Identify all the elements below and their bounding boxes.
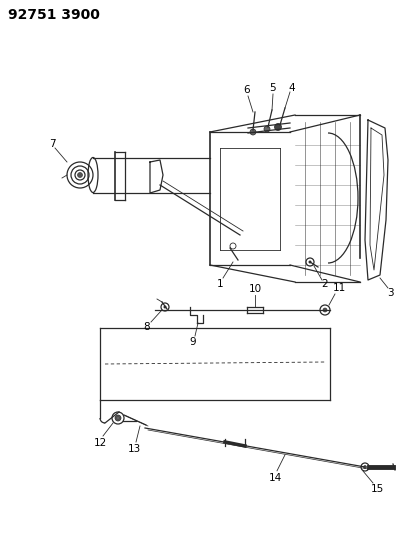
Text: 4: 4: [288, 83, 295, 93]
Circle shape: [363, 465, 366, 469]
Text: 14: 14: [268, 473, 281, 483]
Text: 1: 1: [216, 279, 223, 289]
Text: 9: 9: [189, 337, 196, 347]
Circle shape: [249, 129, 255, 135]
Text: 13: 13: [127, 444, 140, 454]
Text: 7: 7: [49, 139, 55, 149]
Text: 6: 6: [243, 85, 250, 95]
Circle shape: [274, 124, 281, 131]
Circle shape: [77, 173, 82, 177]
Circle shape: [263, 126, 269, 132]
Text: 3: 3: [386, 288, 392, 298]
Text: 12: 12: [93, 438, 106, 448]
Text: 2: 2: [321, 279, 328, 289]
Text: 10: 10: [248, 284, 261, 294]
Text: 15: 15: [369, 484, 383, 494]
Text: 11: 11: [332, 283, 345, 293]
Circle shape: [322, 308, 326, 312]
Circle shape: [115, 415, 121, 421]
Text: 8: 8: [143, 322, 150, 332]
Circle shape: [163, 305, 166, 309]
Circle shape: [117, 417, 119, 419]
Circle shape: [308, 261, 311, 263]
Text: 92751 3900: 92751 3900: [8, 8, 99, 22]
Text: 5: 5: [269, 83, 275, 93]
